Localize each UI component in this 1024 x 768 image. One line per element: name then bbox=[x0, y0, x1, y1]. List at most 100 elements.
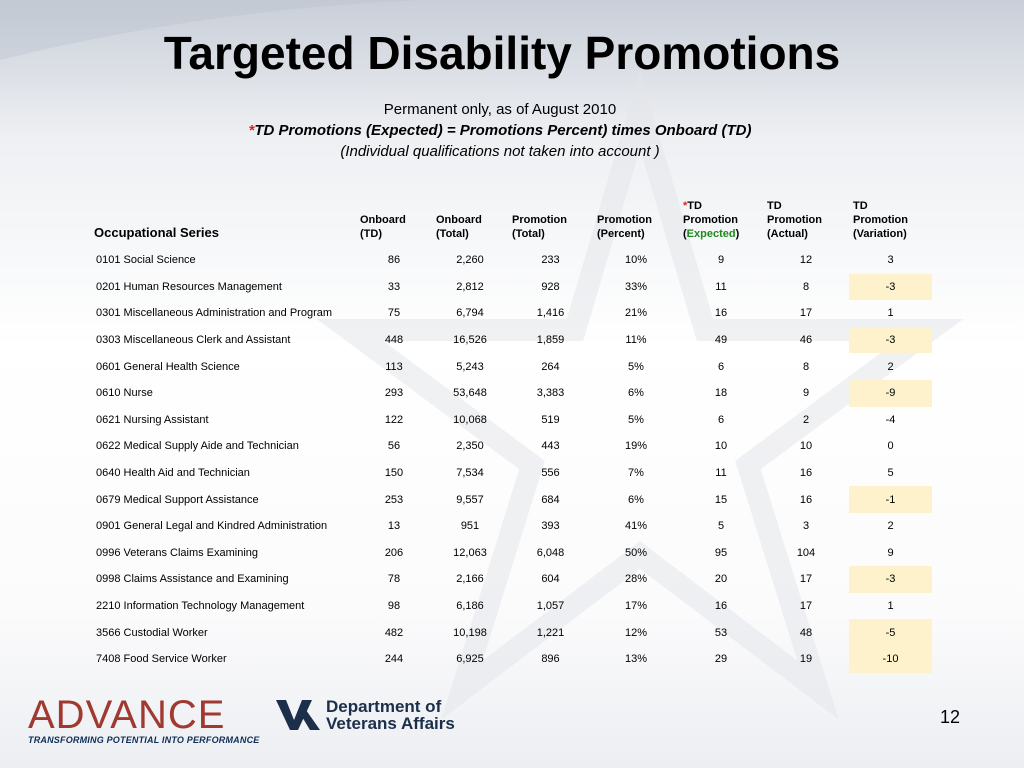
cell-promotion-total: 928 bbox=[541, 280, 560, 293]
cell-onboard-total: 7,534 bbox=[456, 467, 484, 480]
cell-onboard-total: 2,260 bbox=[456, 254, 484, 267]
table-row: 0601 General Health Science 113 5,243 264 5%… bbox=[90, 353, 932, 380]
cell-td-expected: 11 bbox=[715, 280, 727, 293]
paren: ( bbox=[683, 228, 687, 240]
cell-series: 0303 Miscellaneous Clerk and Assistant bbox=[96, 334, 291, 347]
cell-td-actual: 12 bbox=[799, 254, 813, 267]
cell-onboard-total: 10,068 bbox=[453, 413, 487, 426]
formula-note: *TD Promotions (Expected) = Promotions P… bbox=[0, 122, 1000, 139]
header-onboard-td: Onboard (TD) bbox=[356, 188, 432, 247]
header-td-variation: TD Promotion (Variation) bbox=[849, 188, 932, 247]
cell-onboard-td: 253 bbox=[384, 493, 404, 506]
cell-series: 0901 General Legal and Kindred Administr… bbox=[96, 520, 328, 533]
cell-td-variation: 5 bbox=[887, 467, 894, 480]
page-title: Targeted Disability Promotions bbox=[163, 27, 841, 79]
header-line: Onboard bbox=[436, 214, 482, 226]
cell-td-expected: 5 bbox=[717, 520, 725, 533]
cell-onboard-td: 86 bbox=[387, 254, 401, 267]
header-line: Promotion bbox=[512, 214, 567, 226]
cell-promotion-percent: 6% bbox=[628, 493, 644, 506]
cell-onboard-td: 482 bbox=[384, 626, 404, 639]
cell-series: 7408 Food Service Worker bbox=[96, 653, 227, 666]
cell-promotion-total: 556 bbox=[541, 467, 560, 480]
cell-td-variation: 1 bbox=[887, 600, 894, 613]
cell-td-actual: 3 bbox=[802, 520, 810, 533]
cell-onboard-td: 293 bbox=[384, 387, 404, 400]
cell-td-expected: 18 bbox=[714, 387, 728, 400]
asterisk: * bbox=[248, 122, 255, 139]
cell-series: 0998 Claims Assistance and Examining bbox=[96, 573, 289, 586]
advance-logo: ADVANCE TRANSFORMING POTENTIAL INTO PERF… bbox=[28, 693, 259, 745]
cell-series: 0621 Nursing Assistant bbox=[96, 413, 209, 426]
table-header-row: Occupational Series Onboard (TD) Onboard(… bbox=[90, 188, 932, 247]
cell-td-expected: 29 bbox=[714, 653, 728, 666]
table-row: 0621 Nursing Assistant 122 10,068 519 5% 6 2 -4 bbox=[90, 407, 932, 434]
header-line: Onboard bbox=[360, 214, 406, 226]
table-row: 0303 Miscellaneous Clerk and Assistant 44… bbox=[90, 326, 932, 354]
cell-onboard-td: 113 bbox=[385, 360, 403, 373]
cell-promotion-percent: 12% bbox=[624, 626, 648, 639]
cell-promotion-total: 393 bbox=[541, 520, 560, 533]
cell-td-variation: 2 bbox=[887, 360, 894, 373]
cell-series: 0201 Human Resources Management bbox=[96, 280, 282, 293]
subtitle: Permanent only, as of August 2010 bbox=[383, 101, 617, 118]
header-td-expected: *TD Promotion (Expected) bbox=[679, 188, 763, 247]
cell-td-expected: 95 bbox=[714, 546, 728, 559]
header-line: (Actual) bbox=[767, 228, 808, 240]
cell-promotion-percent: 41% bbox=[624, 520, 648, 533]
cell-series: 3566 Custodial Worker bbox=[96, 626, 208, 639]
cell-td-actual: 17 bbox=[799, 307, 813, 320]
cell-td-variation: -1 bbox=[849, 486, 932, 513]
promotions-table: Occupational Series Onboard (TD) Onboard(… bbox=[90, 188, 932, 673]
cell-td-variation: -3 bbox=[849, 273, 932, 301]
cell-onboard-total: 5,243 bbox=[456, 360, 484, 373]
cell-td-expected: 49 bbox=[714, 334, 728, 347]
cell-td-actual: 8 bbox=[802, 280, 810, 293]
cell-promotion-total: 264 bbox=[541, 360, 560, 373]
cell-td-actual: 19 bbox=[799, 653, 813, 666]
cell-td-expected: 6 bbox=[717, 360, 725, 373]
cell-promotion-total: 1,416 bbox=[536, 307, 565, 320]
cell-onboard-td: 206 bbox=[384, 546, 404, 559]
cell-promotion-total: 519 bbox=[541, 413, 560, 426]
cell-td-expected: 53 bbox=[714, 626, 728, 639]
cell-onboard-td: 13 bbox=[387, 520, 401, 533]
table-row: 0301 Miscellaneous Administration and Pr… bbox=[90, 300, 932, 327]
cell-series: 0301 Miscellaneous Administration and Pr… bbox=[96, 307, 333, 320]
table-row: 0640 Health Aid and Technician 150 7,534 55… bbox=[90, 460, 932, 487]
cell-td-expected: 20 bbox=[714, 573, 728, 586]
cell-td-expected: 6 bbox=[717, 413, 725, 426]
table-row: 0679 Medical Support Assistance 253 9,557 6… bbox=[90, 486, 932, 513]
asterisk: * bbox=[683, 200, 688, 212]
va-line-2: Veterans Affairs bbox=[326, 714, 455, 733]
cell-td-actual: 17 bbox=[799, 573, 813, 586]
table-row: 0201 Human Resources Management 33 2,812 92… bbox=[90, 273, 932, 301]
cell-td-actual: 48 bbox=[799, 626, 813, 639]
header-line: TD bbox=[853, 200, 868, 212]
cell-onboard-total: 2,350 bbox=[456, 440, 484, 453]
page-number: 12 bbox=[939, 707, 960, 727]
cell-promotion-total: 1,221 bbox=[536, 626, 565, 639]
cell-onboard-td: 150 bbox=[384, 467, 404, 480]
cell-promotion-percent: 5% bbox=[628, 413, 644, 426]
cell-onboard-total: 10,198 bbox=[453, 626, 487, 639]
cell-promotion-total: 233 bbox=[541, 254, 560, 267]
cell-promotion-total: 6,048 bbox=[536, 546, 565, 559]
cell-onboard-td: 56 bbox=[387, 440, 401, 453]
header-line: Promotion bbox=[767, 214, 822, 226]
cell-td-variation: -3 bbox=[849, 566, 932, 593]
cell-promotion-percent: 33% bbox=[624, 280, 648, 293]
table-row: 7408 Food Service Worker 244 6,925 896 13% 29… bbox=[90, 645, 932, 673]
cell-onboard-total: 16,526 bbox=[453, 334, 487, 347]
cell-td-actual: 16 bbox=[799, 467, 813, 480]
cell-td-variation: -3 bbox=[849, 326, 932, 354]
cell-onboard-total: 9,557 bbox=[456, 493, 484, 506]
table-row: 0996 Veterans Claims Examining 206 12,063 6… bbox=[90, 540, 932, 567]
cell-onboard-td: 75 bbox=[387, 307, 401, 320]
header-line: TD bbox=[767, 200, 782, 212]
cell-promotion-percent: 17% bbox=[624, 600, 648, 613]
cell-td-variation: 1 bbox=[887, 307, 894, 320]
cell-promotion-percent: 50% bbox=[624, 546, 648, 559]
cell-series: 0679 Medical Support Assistance bbox=[96, 493, 259, 506]
cell-series: 2210 Information Technology Management bbox=[96, 600, 305, 613]
